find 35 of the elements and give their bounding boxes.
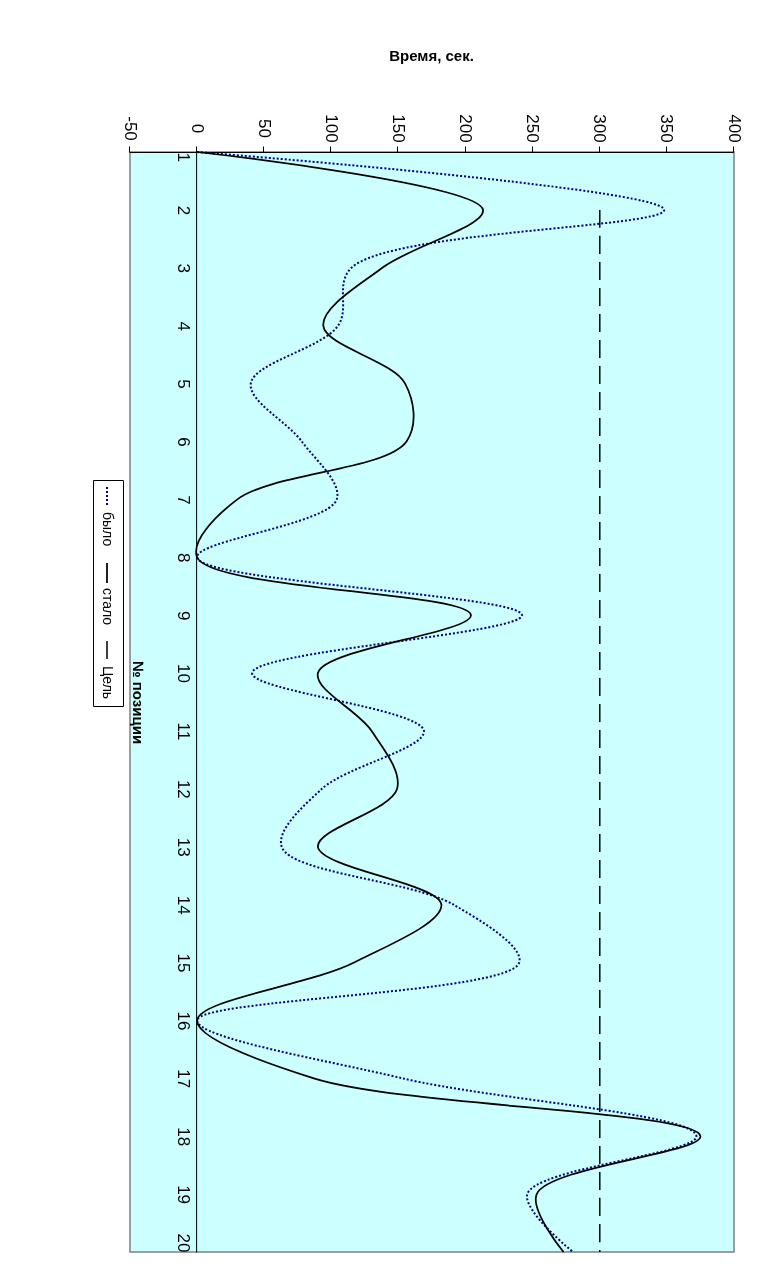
y-tick-label: 12 bbox=[173, 779, 193, 799]
y-tick-label: 16 bbox=[173, 1011, 193, 1031]
x-tick-label: 400 bbox=[724, 114, 744, 143]
y-tick-label: 19 bbox=[173, 1185, 193, 1205]
y-axis-title: № позиции bbox=[129, 660, 147, 745]
legend-label: стало bbox=[100, 588, 116, 626]
y-tick-label: 2 bbox=[173, 205, 193, 216]
x-tick-label: -50 bbox=[120, 116, 140, 141]
x-tick-label: 300 bbox=[590, 114, 610, 143]
y-tick-label: 17 bbox=[173, 1069, 193, 1089]
y-tick-label: 6 bbox=[173, 437, 193, 447]
y-tick-label: 8 bbox=[173, 553, 193, 563]
y-tick-label: 13 bbox=[173, 837, 193, 857]
y-tick-label: 18 bbox=[173, 1127, 193, 1147]
x-tick-label: 100 bbox=[321, 114, 341, 143]
y-tick-label: 7 bbox=[173, 495, 193, 505]
y-tick-label: 9 bbox=[173, 610, 193, 621]
y-tick-label: 3 bbox=[173, 263, 193, 274]
y-tick-label: 4 bbox=[173, 321, 193, 331]
y-tick-label: 20 bbox=[173, 1233, 193, 1253]
x-axis-title: Время, сек. bbox=[389, 47, 474, 65]
x-tick-label: 0 bbox=[187, 123, 207, 134]
legend-label: было bbox=[100, 512, 116, 547]
x-tick-label: 200 bbox=[456, 114, 476, 143]
y-tick-label: 14 bbox=[173, 895, 193, 915]
x-tick-label: 50 bbox=[254, 119, 274, 138]
y-tick-label: 5 bbox=[173, 379, 193, 389]
x-tick-label: 350 bbox=[657, 114, 677, 143]
y-tick-label: 1 bbox=[173, 152, 193, 162]
y-tick-label: 15 bbox=[173, 953, 193, 973]
legend-label: Цель bbox=[100, 666, 116, 700]
x-tick-label: 250 bbox=[523, 114, 543, 143]
y-tick-label: 11 bbox=[173, 722, 193, 741]
x-tick-label: 150 bbox=[388, 114, 408, 143]
y-tick-label: 10 bbox=[173, 664, 193, 684]
